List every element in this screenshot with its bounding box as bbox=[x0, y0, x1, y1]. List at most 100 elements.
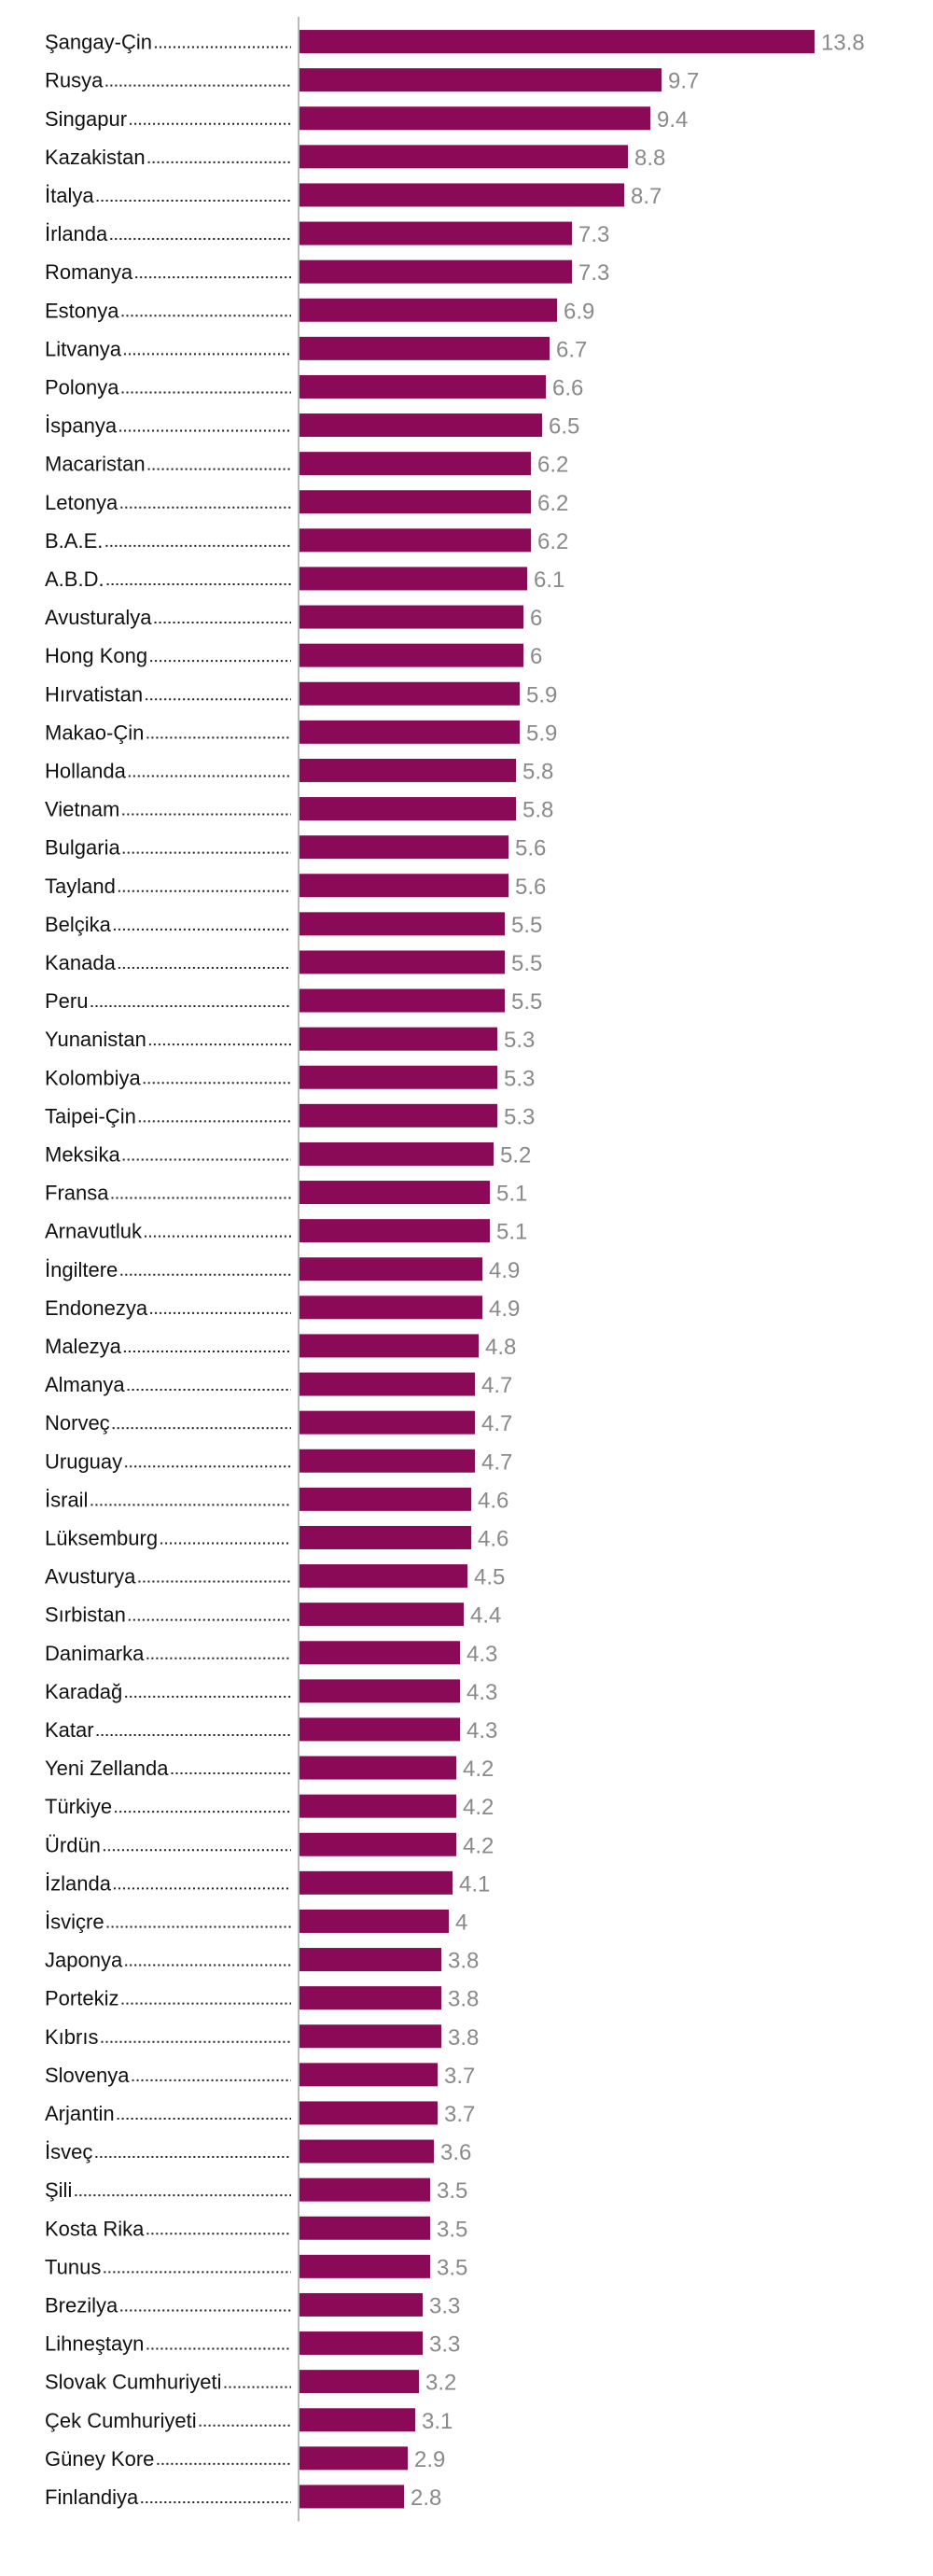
category-label: Slovak Cumhuriyeti bbox=[45, 2371, 222, 2394]
bar bbox=[299, 413, 542, 438]
bar bbox=[299, 259, 572, 284]
value-label: 6 bbox=[530, 606, 542, 631]
value-label: 7.3 bbox=[578, 260, 609, 286]
bar bbox=[299, 1334, 479, 1358]
bar bbox=[299, 1564, 467, 1589]
category-label: Kosta Rika bbox=[45, 2217, 145, 2240]
value-label: 4.4 bbox=[470, 1603, 501, 1629]
category-label: Romanya bbox=[45, 260, 133, 284]
value-label: 5.5 bbox=[511, 913, 542, 938]
bar bbox=[299, 1141, 494, 1166]
bar bbox=[299, 1717, 460, 1742]
bar bbox=[299, 2446, 408, 2471]
value-label: 3.6 bbox=[440, 2140, 471, 2165]
category-label: Karadağ bbox=[45, 1680, 122, 1703]
category-label: Çek Cumhuriyeti bbox=[45, 2409, 197, 2432]
category-label: Avusturya bbox=[45, 1565, 136, 1589]
category-labels: Şangay-Çin Rusya Singapur Kazakistan İtalya İ… bbox=[45, 31, 291, 2509]
bar bbox=[299, 797, 516, 821]
category-label: Japonya bbox=[45, 1949, 123, 1972]
category-label: Peru bbox=[45, 989, 88, 1013]
bar bbox=[299, 1603, 464, 1627]
category-label: İzlanda bbox=[45, 1871, 112, 1895]
bar bbox=[299, 106, 650, 131]
bar bbox=[299, 1027, 497, 1051]
bar bbox=[299, 643, 523, 667]
category-label: Bulgaria bbox=[45, 836, 120, 860]
bar bbox=[299, 2485, 404, 2509]
bar bbox=[299, 1257, 482, 1281]
value-label: 6.2 bbox=[537, 529, 568, 554]
bar bbox=[299, 1410, 475, 1435]
value-label: 8.8 bbox=[634, 146, 665, 171]
bar bbox=[299, 1103, 497, 1127]
value-label: 13.8 bbox=[821, 31, 865, 56]
value-label: 2.9 bbox=[414, 2447, 445, 2472]
value-label: 3.3 bbox=[429, 2332, 460, 2358]
value-label: 6.7 bbox=[556, 337, 587, 362]
bar bbox=[299, 1794, 456, 1818]
bar bbox=[299, 1065, 497, 1089]
category-label: Uruguay bbox=[45, 1449, 122, 1473]
category-label: Kıbrıs bbox=[45, 2025, 98, 2049]
bar bbox=[299, 1219, 490, 1243]
value-label: 2.8 bbox=[411, 2485, 441, 2511]
category-label: Lihneştayn bbox=[45, 2332, 144, 2356]
bar bbox=[299, 452, 531, 476]
value-label: 8.7 bbox=[631, 184, 661, 209]
bar bbox=[299, 145, 628, 169]
bar bbox=[299, 2177, 430, 2202]
value-label: 5.3 bbox=[504, 1028, 535, 1053]
category-label: Avusturalya bbox=[45, 606, 152, 629]
value-label: 5.3 bbox=[504, 1066, 535, 1091]
category-label: İsviçre bbox=[45, 1910, 104, 1933]
value-label: 4.7 bbox=[481, 1449, 512, 1475]
category-label: İngiltere bbox=[45, 1258, 118, 1281]
value-label: 9.7 bbox=[668, 69, 699, 94]
bar bbox=[299, 2063, 438, 2087]
bar bbox=[299, 567, 527, 591]
value-label: 3.8 bbox=[448, 1949, 479, 1974]
bar bbox=[299, 374, 546, 399]
category-label: Arnavutluk bbox=[45, 1220, 143, 1243]
category-label: B.A.E. bbox=[45, 529, 103, 553]
bar bbox=[299, 2331, 423, 2356]
bar bbox=[299, 528, 531, 553]
value-label: 4.3 bbox=[466, 1642, 497, 1667]
bar bbox=[299, 912, 505, 936]
value-label: 6.2 bbox=[537, 491, 568, 516]
category-label: Brezilya bbox=[45, 2293, 118, 2317]
category-label: Endonezya bbox=[45, 1296, 148, 1320]
bar bbox=[299, 336, 550, 360]
category-label: Letonya bbox=[45, 491, 118, 514]
bar bbox=[299, 1948, 441, 1972]
category-label: Fransa bbox=[45, 1182, 109, 1205]
bar bbox=[299, 68, 661, 92]
bar bbox=[299, 2254, 430, 2278]
value-label: 4.5 bbox=[474, 1565, 505, 1590]
bar bbox=[299, 988, 505, 1013]
bar bbox=[299, 1986, 441, 2010]
value-label: 4.9 bbox=[489, 1258, 520, 1283]
bar bbox=[299, 221, 572, 245]
bar bbox=[299, 2139, 434, 2163]
value-label: 6.6 bbox=[552, 375, 583, 400]
category-label: Makao-Çin bbox=[45, 721, 144, 744]
bar bbox=[299, 2024, 441, 2049]
value-label: 4.8 bbox=[485, 1335, 516, 1360]
value-label: 3.7 bbox=[444, 2102, 475, 2127]
category-label: İsrail bbox=[45, 1488, 88, 1511]
value-label: 6.9 bbox=[564, 299, 594, 324]
value-label: 9.4 bbox=[657, 107, 688, 133]
category-label: Sırbistan bbox=[45, 1603, 126, 1627]
value-label: 4.7 bbox=[481, 1411, 512, 1436]
value-label: 4.3 bbox=[466, 1718, 497, 1743]
category-label: Lüksemburg bbox=[45, 1526, 158, 1549]
category-label: Tunus bbox=[45, 2255, 101, 2278]
category-label: İspanya bbox=[45, 414, 118, 438]
bar bbox=[299, 490, 531, 514]
category-label: İrlanda bbox=[45, 222, 108, 245]
value-label: 4.3 bbox=[466, 1680, 497, 1705]
category-label: Hong Kong bbox=[45, 644, 147, 667]
